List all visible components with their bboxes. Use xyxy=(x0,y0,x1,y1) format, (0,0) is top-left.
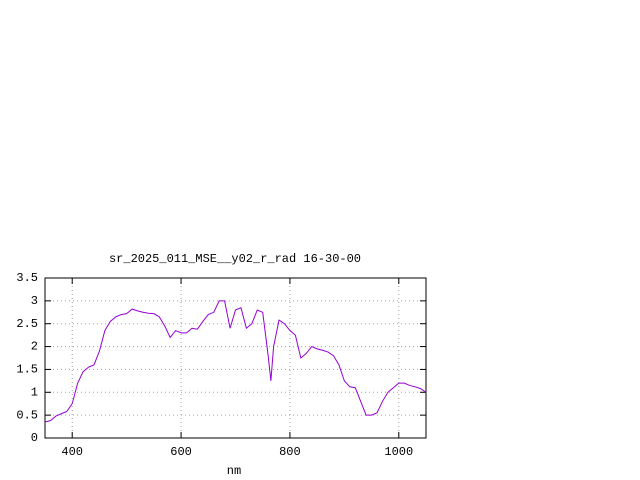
y-tick-label: 1.5 xyxy=(16,363,38,377)
x-axis-label: nm xyxy=(227,464,241,478)
x-tick-label: 600 xyxy=(170,445,192,459)
y-tick-label: 0 xyxy=(31,431,38,445)
y-tick-label: 0.5 xyxy=(16,408,38,422)
x-tick-label: 800 xyxy=(279,445,301,459)
y-tick-label: 3.5 xyxy=(16,271,38,285)
data-line xyxy=(44,300,427,423)
y-tick-label: 1 xyxy=(31,385,38,399)
plot-border xyxy=(44,277,427,439)
y-tick-label: 3 xyxy=(31,294,38,308)
chart-title: sr_2025_011_MSE__y02_r_rad 16-30-00 xyxy=(109,252,361,266)
x-tick-label: 1000 xyxy=(384,445,413,459)
y-tick-label: 2.5 xyxy=(16,317,38,331)
x-tick-label: 400 xyxy=(61,445,83,459)
y-tick-label: 2 xyxy=(31,340,38,354)
